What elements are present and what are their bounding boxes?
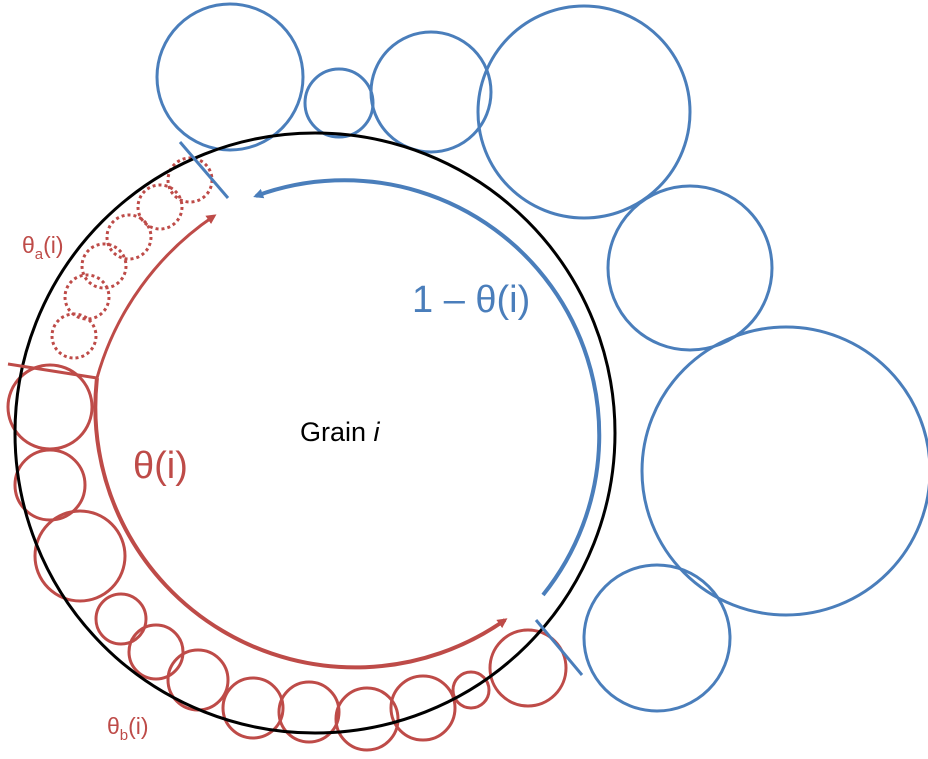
red-grain: [13, 448, 87, 522]
red-tick-left: [7, 362, 98, 380]
blue-tick-top: [178, 141, 230, 199]
grain-i-boundary: [13, 131, 617, 735]
red-arc-arrow-top: [95, 214, 217, 379]
red-dotted-grain: [80, 242, 128, 290]
blue-grain: [640, 325, 928, 617]
red-dotted-grains: [50, 156, 214, 360]
red-dotted-grain: [136, 183, 184, 231]
blue-grain: [606, 184, 774, 352]
red-grain: [127, 623, 185, 681]
red-grain: [451, 670, 491, 710]
red-dotted-grain: [105, 213, 153, 261]
red-grain: [389, 674, 457, 742]
blue-neighbor-grains: [155, 2, 928, 713]
red-grain: [488, 628, 568, 708]
red-dotted-grain: [166, 156, 214, 204]
blue-tick-bottom: [534, 619, 584, 676]
blue-grain: [303, 67, 375, 139]
red-grain: [94, 592, 148, 646]
red-dotted-grain: [63, 273, 111, 321]
blue-grain: [582, 563, 732, 713]
theta-a-label: θa(i): [22, 232, 64, 263]
red-grain: [334, 686, 400, 752]
grain-label: Grain i: [300, 417, 381, 447]
blue-grain: [476, 4, 692, 220]
red-arc-arrow-bottom: [93, 377, 508, 670]
red-grain: [33, 509, 127, 603]
theta-label: θ(i): [133, 445, 188, 487]
red-neighbor-grains: [6, 363, 568, 752]
one-minus-theta-label: 1 – θ(i): [412, 279, 530, 321]
blue-arc-arrow: [253, 178, 602, 597]
blue-grain: [155, 2, 305, 152]
blue-grain: [369, 30, 493, 154]
red-dotted-grain: [50, 312, 98, 360]
theta-b-label: θb(i): [107, 713, 149, 744]
red-grain: [221, 676, 285, 740]
red-grain: [277, 680, 341, 744]
